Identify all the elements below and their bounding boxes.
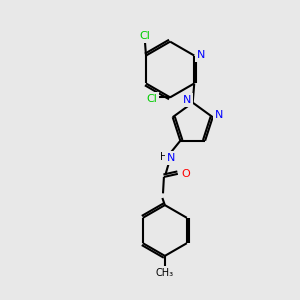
Text: N: N <box>183 95 191 105</box>
Text: N: N <box>215 110 223 120</box>
Text: CH₃: CH₃ <box>156 268 174 278</box>
Text: H: H <box>160 152 168 162</box>
Text: N: N <box>197 50 205 60</box>
Text: N: N <box>167 153 175 163</box>
Text: O: O <box>181 169 190 179</box>
Text: Cl: Cl <box>146 94 157 104</box>
Text: Cl: Cl <box>139 31 150 41</box>
